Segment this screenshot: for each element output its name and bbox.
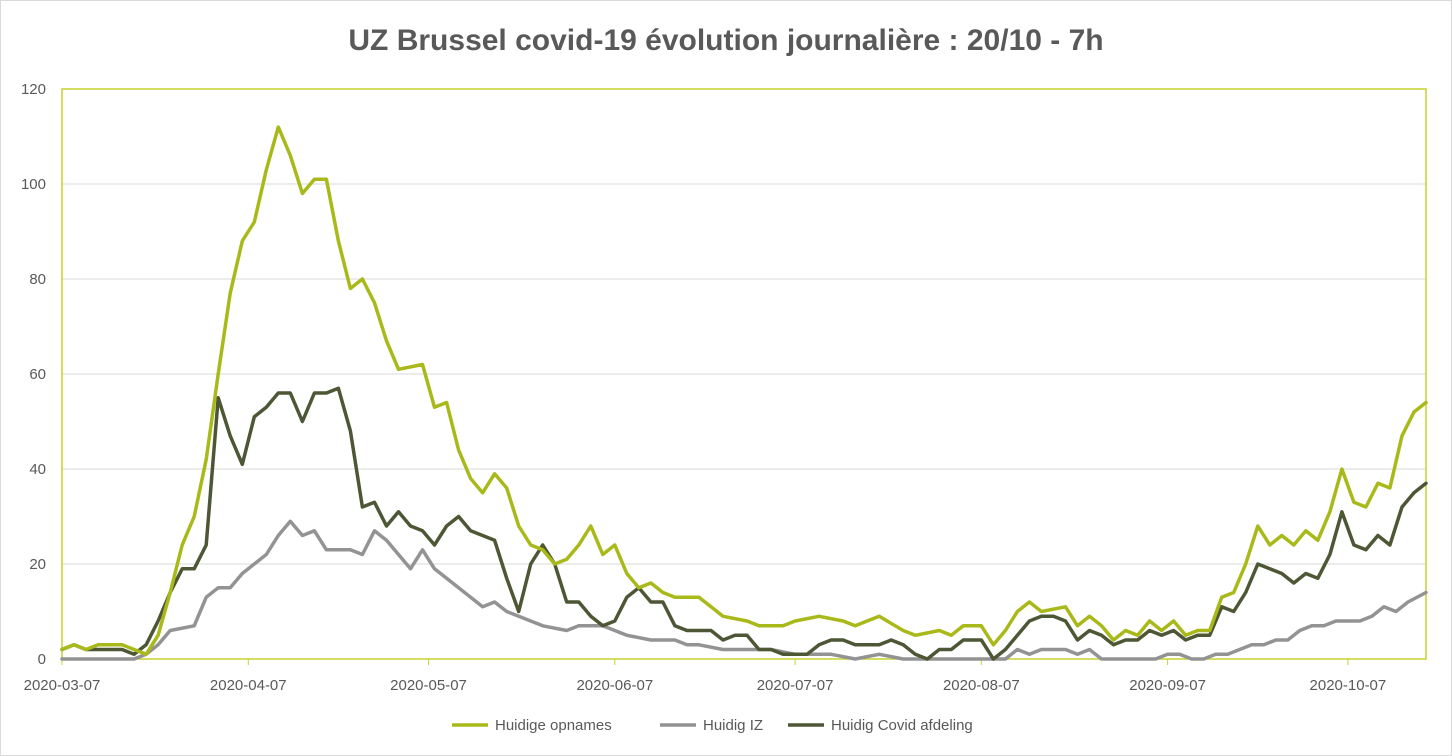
y-tick-label: 100 xyxy=(21,176,46,193)
x-tick-label: 2020-09-07 xyxy=(1129,677,1206,694)
x-tick-label: 2020-08-07 xyxy=(943,677,1020,694)
y-axis-ticks: 0 20 40 60 80 100 120 xyxy=(21,81,46,668)
x-tick-label: 2020-10-07 xyxy=(1310,677,1387,694)
legend-label: Huidig IZ xyxy=(703,717,763,734)
x-tick-label: 2020-03-07 xyxy=(24,677,101,694)
legend-label: Huidig Covid afdeling xyxy=(831,717,973,734)
legend: Huidige opnames Huidig IZ Huidig Covid afd… xyxy=(452,717,973,734)
legend-label: Huidige opnames xyxy=(495,717,612,734)
grid-lines xyxy=(62,183,1426,565)
y-tick-label: 120 xyxy=(21,81,46,98)
y-tick-label: 0 xyxy=(38,651,46,668)
series-line-huidige-opnames xyxy=(60,125,1428,657)
y-tick-label: 40 xyxy=(29,461,46,478)
x-tick-label: 2020-06-07 xyxy=(576,677,653,694)
chart-title: UZ Brussel covid-19 évolution journalièr… xyxy=(348,24,1104,57)
plot-area-border xyxy=(61,88,1427,660)
x-axis-ticks: 2020-03-07 2020-04-07 2020-05-07 2020-06-07… xyxy=(24,659,1387,694)
y-tick-label: 20 xyxy=(29,556,46,573)
y-tick-label: 60 xyxy=(29,366,46,383)
x-tick-label: 2020-07-07 xyxy=(757,677,834,694)
x-tick-label: 2020-05-07 xyxy=(390,677,467,694)
series-line-huidig-iz xyxy=(60,519,1428,661)
y-tick-label: 80 xyxy=(29,271,46,288)
series-line-huidig-covid-afdeling xyxy=(60,386,1428,661)
series-lines xyxy=(60,125,1428,661)
x-tick-label: 2020-04-07 xyxy=(210,677,287,694)
